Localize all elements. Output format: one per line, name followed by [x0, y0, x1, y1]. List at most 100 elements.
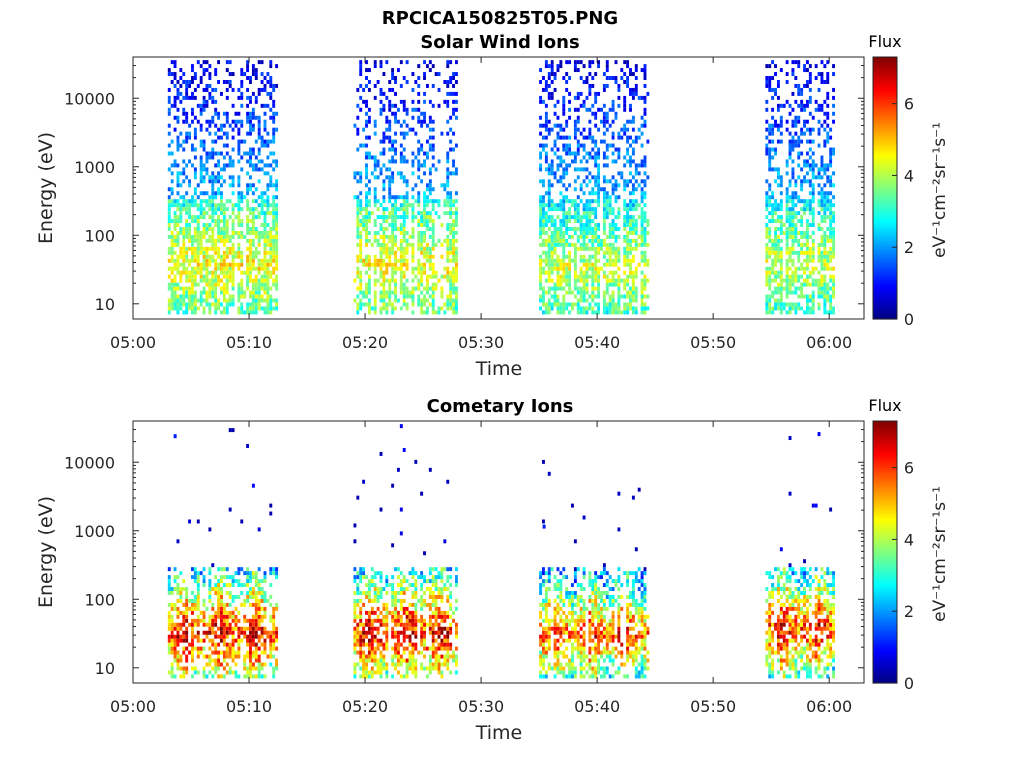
heatmap-cell [646, 294, 650, 299]
heatmap-cell [539, 99, 543, 104]
heatmap-cell [365, 163, 368, 168]
heatmap-cell [251, 227, 255, 231]
heatmap-cell [199, 143, 203, 148]
heatmap-cell [382, 103, 386, 108]
heatmap-cell [182, 650, 186, 655]
heatmap-cell [365, 207, 368, 212]
heatmap-cell [249, 127, 252, 132]
heatmap-cell [251, 123, 255, 128]
heatmap-cell [446, 238, 450, 243]
heatmap-cell [225, 68, 229, 73]
heatmap-cell [411, 203, 415, 208]
colorbar-segment [873, 214, 897, 217]
heatmap-cell [254, 199, 258, 204]
heatmap-cell [249, 187, 252, 192]
heatmap-cell [222, 227, 226, 231]
heatmap-cell [246, 286, 250, 291]
heatmap-cell [394, 306, 397, 311]
heatmap-cell [626, 203, 630, 208]
heatmap-cell [829, 199, 833, 204]
heatmap-cell [539, 199, 543, 204]
heatmap-cell [275, 183, 279, 188]
heatmap-cell [588, 215, 592, 220]
heatmap-cell [623, 306, 627, 311]
heatmap-cell [768, 80, 772, 84]
heatmap-cell [208, 579, 212, 584]
heatmap-cell [794, 76, 798, 80]
colorbar-segment [873, 94, 897, 97]
heatmap-cell [765, 135, 769, 140]
heatmap-cell [544, 230, 548, 235]
heatmap-cell [629, 223, 632, 227]
heatmap-cell [454, 310, 458, 315]
heatmap-cell [191, 254, 194, 259]
heatmap-cell [776, 219, 780, 224]
heatmap-cell [611, 131, 615, 136]
heatmap-cell [251, 238, 255, 243]
heatmap-cell [640, 270, 644, 275]
heatmap-cell [611, 258, 615, 263]
heatmap-cell [394, 223, 397, 227]
heatmap-cell [547, 219, 551, 224]
heatmap-cell [249, 602, 252, 607]
heatmap-cell [173, 99, 177, 104]
heatmap-cell [794, 123, 798, 128]
heatmap-cell [188, 302, 192, 307]
heatmap-cell [800, 87, 804, 92]
heatmap-cell [573, 60, 577, 65]
heatmap-cell [225, 234, 229, 239]
heatmap-cell [774, 238, 777, 243]
colorbar-segment [873, 111, 897, 115]
heatmap-cell [423, 286, 426, 291]
heatmap-cell [594, 223, 598, 227]
heatmap-cell [623, 246, 627, 251]
heatmap-cell [202, 95, 206, 100]
heatmap-cell [367, 187, 371, 192]
heatmap-cell [544, 103, 548, 108]
heatmap-cell [449, 91, 453, 96]
heatmap-cell [260, 282, 264, 287]
heatmap-cell [797, 91, 801, 96]
heatmap-cell [556, 155, 560, 160]
heatmap-cell [243, 598, 247, 603]
heatmap-cell [272, 127, 276, 132]
heatmap-cell [788, 282, 792, 287]
heatmap-cell [539, 80, 543, 84]
heatmap-cell [431, 207, 435, 212]
heatmap-cell [193, 203, 197, 208]
heatmap-cell [765, 195, 769, 200]
heatmap-cell [237, 630, 241, 635]
heatmap-cell [431, 230, 435, 235]
heatmap-cell [231, 634, 235, 639]
heatmap-cell [202, 602, 206, 607]
heatmap-cell [611, 143, 615, 148]
heatmap-cell [225, 306, 229, 311]
heatmap-cell [420, 298, 424, 303]
heatmap-cell [544, 215, 548, 220]
heatmap-cell [559, 179, 563, 184]
heatmap-cell [220, 191, 223, 196]
heatmap-cell [269, 175, 273, 180]
heatmap-cell [176, 294, 180, 299]
heatmap-cell [231, 583, 235, 588]
heatmap-cell [251, 602, 255, 607]
heatmap-cell [196, 646, 200, 651]
heatmap-cell [362, 294, 366, 299]
heatmap-cell [640, 230, 644, 235]
heatmap-cell [452, 242, 455, 247]
heatmap-cell [423, 207, 426, 212]
heatmap-cell [249, 159, 252, 164]
heatmap-cell [576, 127, 580, 132]
heatmap-cell [222, 642, 226, 647]
heatmap-cell [391, 207, 395, 212]
heatmap-cell [553, 242, 557, 247]
heatmap-cell [829, 302, 833, 307]
heatmap-cell [246, 642, 250, 647]
heatmap-cell [225, 618, 229, 623]
heatmap-cell [176, 583, 180, 588]
heatmap-cell [356, 227, 360, 231]
heatmap-cell [417, 203, 421, 208]
heatmap-cell [452, 199, 455, 204]
colorbar-segment [873, 277, 897, 281]
